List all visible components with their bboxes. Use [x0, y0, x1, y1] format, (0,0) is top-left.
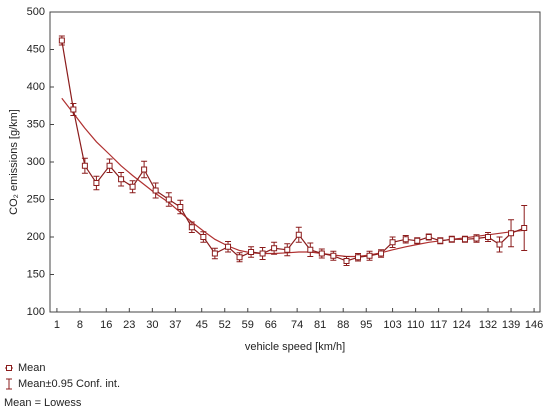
- y-tick-label: 300: [27, 156, 45, 168]
- y-axis-label: CO₂ emissions [g/km]: [8, 109, 20, 215]
- x-tick-label: 74: [291, 319, 303, 331]
- mean-marker: [414, 237, 421, 244]
- x-tick-label: 66: [265, 319, 277, 331]
- y-tick-label: 400: [27, 81, 45, 93]
- mean-marker: [188, 224, 195, 231]
- mean-marker: [461, 236, 468, 243]
- legend-marker: [6, 365, 12, 371]
- mean-marker: [165, 196, 172, 203]
- x-axis-label: vehicle speed [km/h]: [245, 341, 345, 353]
- lowess-line: [61, 97, 525, 258]
- mean-marker: [473, 235, 480, 242]
- mean-marker: [402, 236, 409, 243]
- x-tick-label: 139: [502, 319, 520, 331]
- x-tick-label: 8: [77, 319, 83, 331]
- legend-label: Mean±0.95 Conf. int.: [18, 378, 120, 390]
- mean-marker: [307, 246, 314, 253]
- mean-marker: [152, 187, 159, 194]
- x-tick-label: 132: [479, 319, 497, 331]
- x-tick-label: 124: [452, 319, 470, 331]
- mean-marker: [437, 237, 444, 244]
- mean-marker: [425, 234, 432, 240]
- mean-marker: [355, 254, 362, 261]
- mean-marker: [118, 176, 125, 183]
- legend-label: Mean: [18, 362, 46, 374]
- mean-marker: [259, 250, 266, 257]
- mean-marker: [496, 241, 503, 248]
- mean-marker: [485, 234, 492, 240]
- x-tick-label: 30: [146, 319, 158, 331]
- x-tick-label: 117: [430, 319, 448, 331]
- mean-line: [61, 40, 525, 262]
- x-tick-label: 45: [196, 319, 208, 331]
- legend-errorbar: [6, 378, 12, 390]
- mean-marker: [129, 183, 136, 190]
- mean-marker: [81, 162, 88, 169]
- y-tick-label: 150: [27, 268, 45, 280]
- x-tick-label: 23: [123, 319, 135, 331]
- mean-marker: [225, 243, 232, 250]
- mean-marker: [271, 245, 278, 252]
- mean-marker: [93, 180, 100, 186]
- mean-marker: [521, 225, 528, 231]
- y-tick-label: 200: [27, 231, 45, 243]
- mean-marker: [448, 236, 455, 243]
- mean-marker: [295, 231, 302, 238]
- x-tick-label: 1: [54, 319, 60, 331]
- legend-label: Mean = Lowess: [4, 397, 82, 409]
- y-tick-label: 100: [27, 306, 45, 318]
- x-tick-label: 95: [360, 319, 372, 331]
- plot-frame: [49, 11, 541, 313]
- x-tick-label: 59: [242, 319, 254, 331]
- x-tick-label: 52: [219, 319, 231, 331]
- y-tick-label: 450: [27, 43, 45, 55]
- x-tick-label: 88: [337, 319, 349, 331]
- legend: Mean Mean±0.95 Conf. int. Mean = Lowess: [4, 362, 120, 409]
- mean-marker: [200, 234, 207, 240]
- mean-marker: [508, 230, 515, 237]
- y-tick-label: 500: [27, 6, 45, 18]
- y-tick-label: 350: [27, 118, 45, 130]
- mean-marker: [236, 254, 243, 261]
- mean-marker: [389, 239, 396, 246]
- mean-marker: [70, 106, 77, 113]
- mean-marker: [378, 250, 385, 257]
- mean-marker: [366, 252, 373, 259]
- mean-marker: [248, 249, 255, 255]
- x-tick-label: 81: [314, 319, 326, 331]
- y-tick-label: 250: [27, 193, 45, 205]
- mean-marker: [177, 204, 184, 210]
- x-tick-label: 103: [383, 319, 401, 331]
- x-tick-label: 16: [100, 319, 112, 331]
- x-tick-label: 146: [525, 319, 543, 331]
- mean-marker: [284, 246, 291, 253]
- mean-marker: [330, 252, 337, 259]
- mean-marker: [141, 166, 148, 173]
- mean-marker: [106, 162, 113, 169]
- mean-marker: [318, 250, 325, 257]
- mean-marker: [58, 37, 65, 44]
- mean-marker: [343, 258, 350, 264]
- mean-marker: [211, 250, 218, 257]
- x-tick-label: 37: [169, 319, 181, 331]
- x-tick-label: 110: [407, 319, 425, 331]
